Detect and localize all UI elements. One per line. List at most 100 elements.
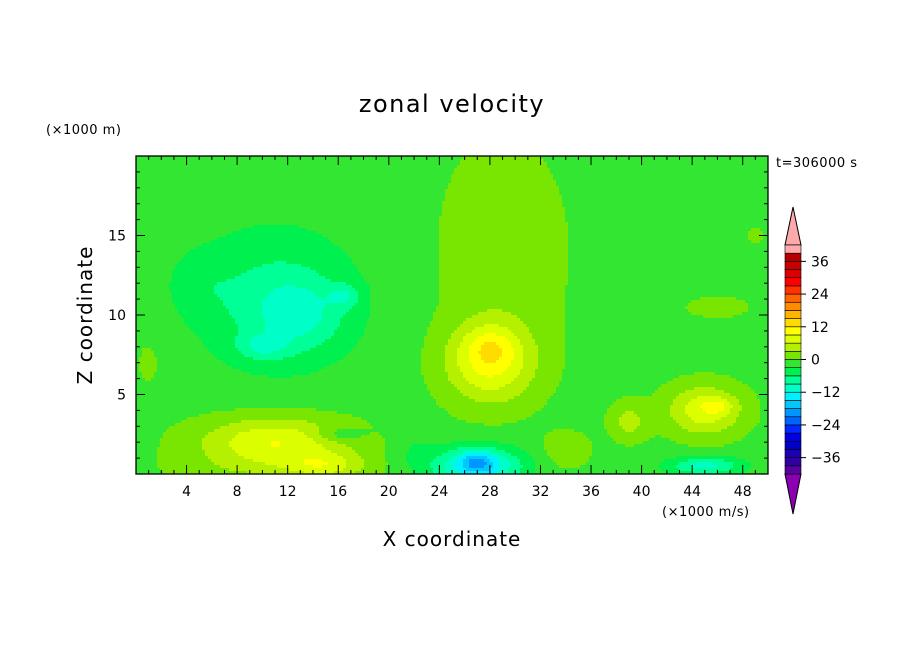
heatmap-cell [331, 159, 335, 163]
heatmap-cell [337, 162, 341, 166]
heatmap-cell [526, 183, 530, 187]
heatmap-cell [718, 171, 722, 175]
heatmap-cell [508, 180, 512, 184]
heatmap-cell [259, 195, 263, 199]
heatmap-cell [424, 174, 428, 178]
heatmap-cell [538, 156, 542, 160]
heatmap-cell [748, 186, 752, 190]
heatmap-cell [229, 171, 233, 175]
heatmap-cell [619, 162, 623, 166]
heatmap-cell [352, 195, 356, 199]
heatmap-cell [499, 168, 503, 172]
heatmap-cell [715, 165, 719, 169]
heatmap-cell [208, 162, 212, 166]
heatmap-cell [637, 156, 641, 160]
heatmap-cell [412, 183, 416, 187]
heatmap-cell [196, 192, 200, 196]
heatmap-cell [313, 156, 317, 160]
heatmap-cell [175, 183, 179, 187]
heatmap-cell [748, 162, 752, 166]
heatmap-cell [415, 180, 419, 184]
heatmap-cell [370, 183, 374, 187]
heatmap-cell [712, 174, 716, 178]
heatmap-cell [559, 192, 563, 196]
heatmap-cell [535, 171, 539, 175]
heatmap-cell [181, 162, 185, 166]
heatmap-cell [583, 183, 587, 187]
heatmap-cell [382, 174, 386, 178]
heatmap-cell [346, 195, 350, 199]
heatmap-cell [391, 189, 395, 193]
heatmap-cell [553, 162, 557, 166]
heatmap-cell [598, 171, 602, 175]
heatmap-cell [202, 177, 206, 181]
heatmap-cell [319, 183, 323, 187]
heatmap-cell [247, 177, 251, 181]
heatmap-cell [448, 180, 452, 184]
heatmap-cell [325, 171, 329, 175]
heatmap-cell [460, 171, 464, 175]
heatmap-cell [499, 183, 503, 187]
heatmap-cell [445, 189, 449, 193]
heatmap-cell [322, 168, 326, 172]
heatmap-cell [697, 192, 701, 196]
heatmap-cell [331, 195, 335, 199]
heatmap-cell [568, 174, 572, 178]
heatmap-cell [256, 195, 260, 199]
heatmap-cell [565, 159, 569, 163]
heatmap-cell [682, 171, 686, 175]
heatmap-cell [319, 177, 323, 181]
heatmap-cell [178, 174, 182, 178]
heatmap-cell [748, 165, 752, 169]
heatmap-cell [421, 183, 425, 187]
heatmap-cell [241, 156, 245, 160]
heatmap-cell [175, 195, 179, 199]
heatmap-cell [706, 162, 710, 166]
heatmap-cell [217, 162, 221, 166]
heatmap-cell [316, 186, 320, 190]
heatmap-cell [379, 183, 383, 187]
heatmap-cell [565, 165, 569, 169]
heatmap-cell [166, 159, 170, 163]
heatmap-cell [220, 156, 224, 160]
heatmap-cell [505, 180, 509, 184]
heatmap-cell [409, 156, 413, 160]
heatmap-cell [196, 189, 200, 193]
heatmap-cell [280, 174, 284, 178]
heatmap-cell [241, 168, 245, 172]
heatmap-cell [709, 189, 713, 193]
heatmap-cell [559, 171, 563, 175]
heatmap-cell [727, 165, 731, 169]
heatmap-cell [445, 180, 449, 184]
heatmap-cell [241, 183, 245, 187]
heatmap-cell [658, 177, 662, 181]
heatmap-cell [499, 189, 503, 193]
heatmap-cell [619, 192, 623, 196]
heatmap-cell [751, 171, 755, 175]
heatmap-cell [574, 162, 578, 166]
heatmap-cell [172, 168, 176, 172]
heatmap-cell [250, 180, 254, 184]
heatmap-cell [559, 165, 563, 169]
heatmap-cell [706, 177, 710, 181]
heatmap-cell [208, 177, 212, 181]
heatmap-cell [580, 156, 584, 160]
heatmap-cell [658, 186, 662, 190]
heatmap-cell [472, 183, 476, 187]
heatmap-cell [391, 177, 395, 181]
heatmap-cell [367, 180, 371, 184]
heatmap-cell [538, 174, 542, 178]
heatmap-cell [370, 171, 374, 175]
heatmap-cell [250, 174, 254, 178]
heatmap-cell [274, 177, 278, 181]
heatmap-cell [646, 177, 650, 181]
heatmap-cell [247, 189, 251, 193]
heatmap-cell [163, 186, 167, 190]
heatmap-cell [364, 189, 368, 193]
heatmap-cell [742, 165, 746, 169]
heatmap-cell [667, 177, 671, 181]
heatmap-cell [523, 189, 527, 193]
heatmap-cell [736, 171, 740, 175]
heatmap-cell [334, 171, 338, 175]
heatmap-cell [445, 174, 449, 178]
